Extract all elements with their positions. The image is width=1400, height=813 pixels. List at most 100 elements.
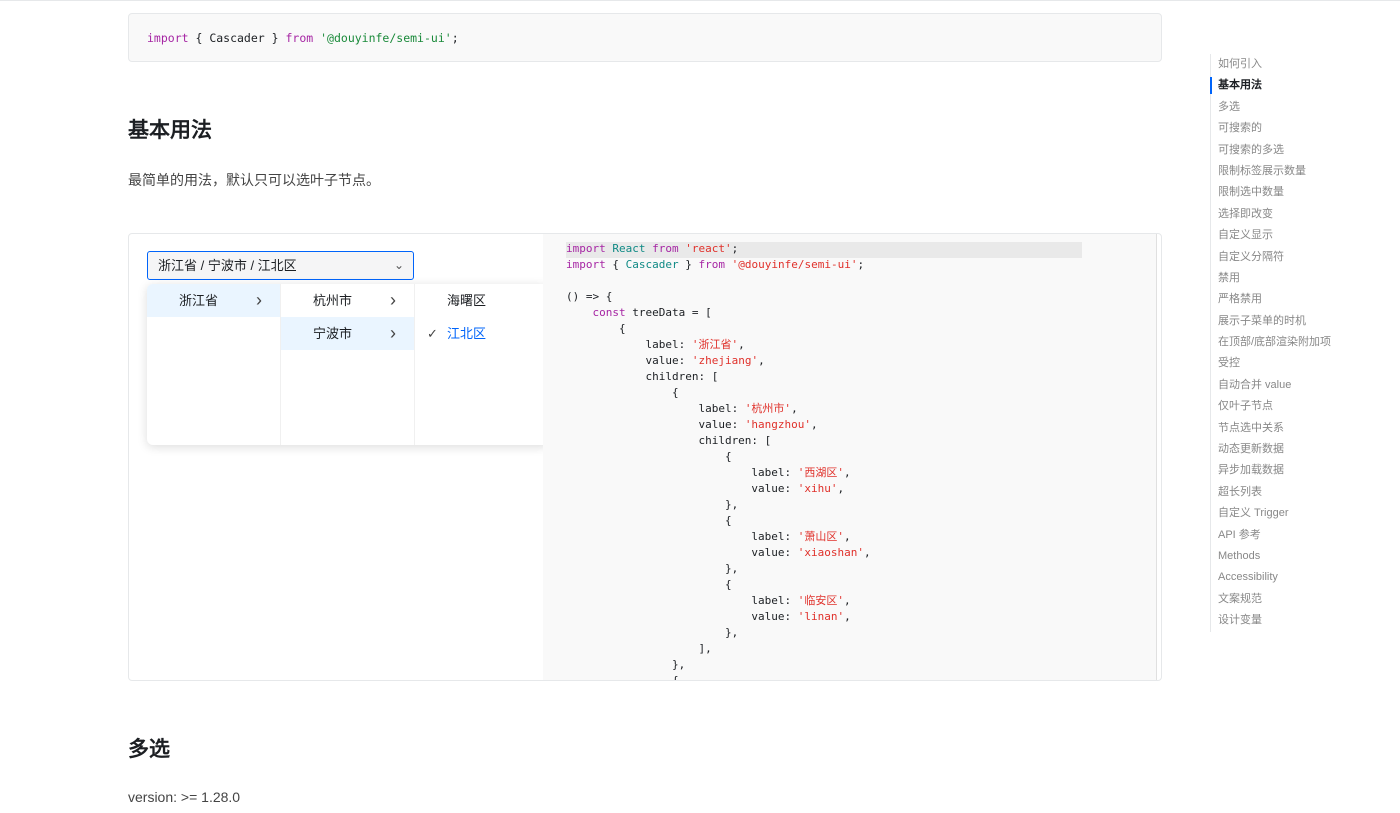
code-token: , <box>864 546 871 559</box>
cascader-value: 浙江省 / 宁波市 / 江北区 <box>158 258 297 273</box>
toc-item[interactable]: 严格禁用 <box>1218 293 1262 306</box>
toc-item[interactable]: 受控 <box>1218 357 1240 370</box>
toc-item[interactable]: 展示子菜单的时机 <box>1218 314 1306 327</box>
code-token: import <box>147 31 189 45</box>
version-note: version: >= 1.28.0 <box>128 789 241 805</box>
code-token: } <box>678 258 699 271</box>
code-token: { <box>566 578 732 591</box>
toc-item[interactable]: Methods <box>1218 549 1261 562</box>
code-token: from <box>698 258 725 271</box>
code-token: , <box>844 466 851 479</box>
section-description-basic: 最简单的用法，默认只可以选叶子节点。 <box>128 172 380 188</box>
code-line: import { Cascader } from '@douyinfe/semi… <box>566 257 1156 273</box>
code-token: treeData = [ <box>625 306 712 319</box>
code-token: , <box>844 594 851 607</box>
code-line: label: '临安区', <box>566 593 1156 609</box>
cascader-option[interactable]: ✓ 江北区 <box>415 317 549 350</box>
code-line: }, <box>566 657 1156 673</box>
cascader-option[interactable]: 海曙区 <box>415 284 549 317</box>
cascader-option[interactable]: 宁波市 › <box>281 317 414 350</box>
toc-item[interactable]: 异步加载数据 <box>1218 464 1284 477</box>
code-token: import <box>566 242 606 255</box>
toc-item[interactable]: 如何引入 <box>1218 58 1262 70</box>
code-line: children: [ <box>566 369 1156 385</box>
toc-item[interactable]: 自动合并 value <box>1218 378 1292 391</box>
code-line: { <box>566 513 1156 529</box>
code-line: { <box>566 321 1156 337</box>
code-token: '浙江省' <box>691 338 739 351</box>
code-token: , <box>811 418 818 431</box>
toc-item[interactable]: 禁用 <box>1218 271 1240 284</box>
cascader-column: 杭州市 › 宁波市 › <box>281 284 415 445</box>
toc-item[interactable]: 基本用法 <box>1210 75 1360 96</box>
toc-item[interactable]: 限制标签展示数量 <box>1218 164 1306 177</box>
code-token: }, <box>566 626 739 639</box>
code-line: label: '西湖区', <box>566 465 1156 481</box>
option-label: 浙江省 <box>179 293 219 308</box>
section-title-multiple: 多选 <box>128 738 170 761</box>
code-token: ], <box>566 642 712 655</box>
code-token: value: <box>566 482 798 495</box>
code-token: , <box>738 338 745 351</box>
code-token: , <box>844 610 851 623</box>
code-token: { Cascader } <box>188 31 286 45</box>
cascader-column: 海曙区 ✓ 江北区 <box>415 284 549 445</box>
code-token: }, <box>566 658 686 671</box>
code-line: value: 'hangzhou', <box>566 417 1156 433</box>
code-line: label: '萧山区', <box>566 529 1156 545</box>
option-label: 海曙区 <box>447 293 487 308</box>
code-token: { <box>566 450 732 463</box>
code-line: ], <box>566 641 1156 657</box>
toc-item[interactable]: 超长列表 <box>1218 485 1262 498</box>
toc-item[interactable]: 仅叶子节点 <box>1218 400 1273 413</box>
toc-item[interactable]: 限制选中数量 <box>1218 186 1284 199</box>
toc-item[interactable]: 动态更新数据 <box>1218 443 1284 456</box>
table-of-contents: 如何引入基本用法多选可搜索的可搜索的多选限制标签展示数量 限制选中数量 选择即改变自… <box>1210 54 1360 632</box>
code-token: , <box>844 530 851 543</box>
code-line: value: 'zhejiang', <box>566 353 1156 369</box>
option-label: 宁波市 <box>313 326 353 341</box>
code-preview: import React from 'react'; import { Casca… <box>543 234 1157 681</box>
toc-item[interactable]: 自定义 Trigger <box>1218 507 1289 520</box>
code-token: 'xihu' <box>797 482 838 495</box>
code-line: { <box>566 449 1156 465</box>
code-token: { <box>566 674 679 681</box>
toc-item[interactable]: 文案规范 <box>1218 592 1262 605</box>
code-token: { <box>566 514 732 527</box>
code-line: children: [ <box>566 433 1156 449</box>
cascader-option[interactable]: 浙江省 › <box>147 284 280 317</box>
toc-item[interactable]: 可搜索的 <box>1218 122 1262 135</box>
demo-container: 浙江省 / 宁波市 / 江北区 ⌄ 浙江省 › 杭州市 › 宁波市 › 海曙区 ✓ 江北区 im… <box>128 233 1162 681</box>
code-token: { <box>566 386 679 399</box>
toc-item[interactable]: 自定义分隔符 <box>1218 250 1284 263</box>
cascader-select[interactable]: 浙江省 / 宁波市 / 江北区 ⌄ <box>147 251 414 280</box>
chevron-down-icon: ⌄ <box>393 258 404 272</box>
cascader-option[interactable]: 杭州市 › <box>281 284 414 317</box>
code-token <box>725 258 732 271</box>
toc-item[interactable]: 节点选中关系 <box>1218 421 1284 434</box>
toc-item[interactable]: 多选 <box>1218 100 1240 113</box>
toc-item[interactable]: 可搜索的多选 <box>1218 143 1284 156</box>
code-token: 'hangzhou' <box>744 418 812 431</box>
toc-item[interactable]: 设计变量 <box>1218 614 1262 627</box>
check-icon: ✓ <box>427 326 438 341</box>
code-line: const treeData = [ <box>566 305 1156 321</box>
toc-item[interactable]: 自定义显示 <box>1218 229 1273 242</box>
code-token: '西湖区' <box>797 466 845 479</box>
toc-item[interactable]: 选择即改变 <box>1218 207 1273 220</box>
code-token: () => { <box>566 290 613 303</box>
code-line: { <box>566 673 1156 681</box>
code-token: React <box>612 242 646 255</box>
code-line: }, <box>566 561 1156 577</box>
toc-item[interactable]: API 参考 <box>1218 528 1261 541</box>
code-token: '@douyinfe/semi-ui' <box>320 31 452 45</box>
section-title-basic: 基本用法 <box>128 119 212 142</box>
code-line: label: '杭州市', <box>566 401 1156 417</box>
toc-item[interactable]: Accessibility <box>1218 571 1278 584</box>
option-label: 江北区 <box>447 326 487 341</box>
code-token: { <box>605 258 626 271</box>
option-label: 杭州市 <box>313 293 353 308</box>
code-token: { <box>566 322 626 335</box>
toc-item[interactable]: 在顶部/底部渲染附加项 <box>1218 336 1332 349</box>
code-token: value: <box>566 354 692 367</box>
